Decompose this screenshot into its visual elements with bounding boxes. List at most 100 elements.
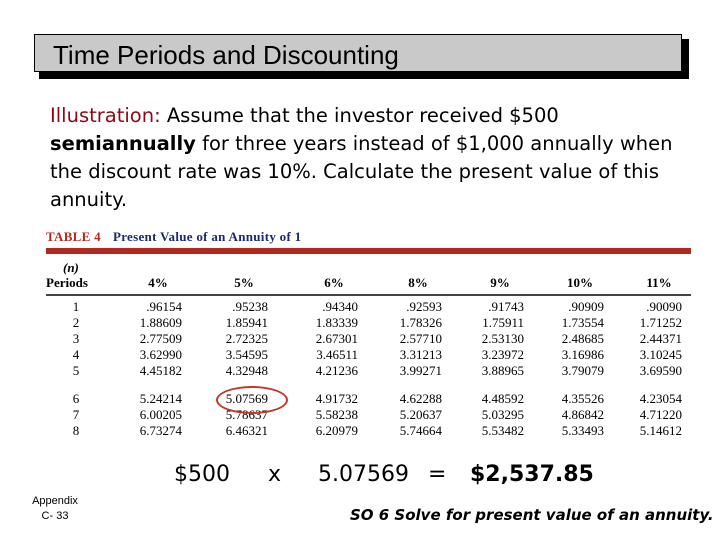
table-label: TABLE 4 bbox=[46, 229, 101, 244]
calc-amount: $500 bbox=[174, 462, 230, 487]
value-cell: 5.58238 bbox=[315, 407, 358, 422]
value-cell: 4.35526 bbox=[561, 391, 604, 406]
n-label: (n) bbox=[63, 260, 79, 275]
value-cell: 3.10245 bbox=[639, 347, 682, 362]
table-row: 7 6.00205 5.78637 5.58238 5.20637 5.0329… bbox=[46, 407, 691, 423]
table-row: 1 .96154 .95238 .94340 .92593 .91743 .90… bbox=[46, 299, 691, 315]
period-cell: 7 bbox=[72, 407, 80, 422]
value-cell: 3.79079 bbox=[561, 363, 604, 378]
page-number: C- 33 bbox=[41, 510, 69, 522]
header-row: Periods 4% 5% 6% 8% 9% 10% 11% bbox=[46, 275, 691, 293]
value-cell: 5.14612 bbox=[639, 423, 682, 438]
value-cell: 2.53130 bbox=[481, 331, 524, 346]
value-cell: 3.54595 bbox=[225, 347, 268, 362]
value-cell: 3.46511 bbox=[316, 347, 358, 362]
period-cell: 6 bbox=[72, 391, 80, 406]
period-cell: 8 bbox=[72, 423, 80, 438]
value-cell: 1.73554 bbox=[561, 315, 604, 330]
value-cell: 2.77509 bbox=[139, 331, 182, 346]
value-cell: 1.85941 bbox=[225, 315, 268, 330]
value-cell: 3.88965 bbox=[481, 363, 524, 378]
value-cell: 3.31213 bbox=[399, 347, 442, 362]
value-cell: 3.23972 bbox=[481, 347, 524, 362]
calc-factor: 5.07569 bbox=[318, 462, 409, 487]
study-objective: SO 6 Solve for present value of an annui… bbox=[350, 506, 714, 524]
value-cell: 4.48592 bbox=[481, 391, 524, 406]
period-cell: 3 bbox=[72, 331, 80, 346]
value-cell: 5.33493 bbox=[561, 423, 604, 438]
header-10pct: 10% bbox=[567, 275, 593, 290]
value-cell: 3.16986 bbox=[561, 347, 604, 362]
highlight-circle bbox=[216, 386, 288, 414]
period-cell: 5 bbox=[72, 363, 80, 378]
table-caption: Present Value of an Annuity of 1 bbox=[112, 229, 302, 244]
header-5pct: 5% bbox=[234, 275, 254, 290]
value-cell: 5.20637 bbox=[399, 407, 442, 422]
value-cell: 4.71220 bbox=[639, 407, 682, 422]
appendix-text: Appendix bbox=[32, 495, 78, 507]
value-cell: 4.21236 bbox=[315, 363, 358, 378]
illustration-text: Illustration: Assume that the investor r… bbox=[50, 102, 700, 214]
value-cell: 1.75911 bbox=[482, 315, 524, 330]
table-row: 4 3.62990 3.54595 3.46511 3.31213 3.2397… bbox=[46, 347, 691, 363]
value-cell: .91743 bbox=[488, 299, 524, 314]
table-row: 2 1.88609 1.85941 1.83339 1.78326 1.7591… bbox=[46, 315, 691, 331]
table-row: 6 5.24214 5.07569 4.91732 4.62288 4.4859… bbox=[46, 391, 691, 407]
value-cell: 6.73274 bbox=[139, 423, 182, 438]
value-cell: .92593 bbox=[406, 299, 442, 314]
table-row: 8 6.73274 6.46321 6.20979 5.74664 5.5348… bbox=[46, 423, 691, 439]
calc-equals: = bbox=[428, 462, 447, 487]
value-cell: 2.72325 bbox=[225, 331, 268, 346]
header-8pct: 8% bbox=[408, 275, 428, 290]
calc-result: $2,537.85 bbox=[470, 462, 594, 487]
calc-operator: x bbox=[268, 462, 282, 487]
appendix-label: Appendix C- 33 bbox=[28, 494, 82, 524]
value-cell: 5.03295 bbox=[481, 407, 524, 422]
header-11pct: 11% bbox=[646, 275, 672, 290]
page-title: Time Periods and Discounting bbox=[53, 40, 399, 70]
value-cell: .96154 bbox=[146, 299, 182, 314]
value-cell: 4.45182 bbox=[139, 363, 182, 378]
value-cell: .95238 bbox=[232, 299, 268, 314]
value-cell: 3.62990 bbox=[139, 347, 182, 362]
value-cell: 1.78326 bbox=[399, 315, 442, 330]
value-cell: .90909 bbox=[568, 299, 604, 314]
value-cell: 4.32948 bbox=[225, 363, 268, 378]
value-cell: 6.00205 bbox=[139, 407, 182, 422]
table-rule bbox=[46, 248, 691, 254]
value-cell: 1.83339 bbox=[315, 315, 358, 330]
value-cell: 5.53482 bbox=[481, 423, 524, 438]
value-cell: 4.86842 bbox=[561, 407, 604, 422]
value-cell: 3.69590 bbox=[639, 363, 682, 378]
value-cell: 2.67301 bbox=[315, 331, 358, 346]
table-row: 3 2.77509 2.72325 2.67301 2.57710 2.5313… bbox=[46, 331, 691, 347]
header-rule bbox=[46, 294, 691, 296]
value-cell: 1.71252 bbox=[639, 315, 682, 330]
value-cell: .90090 bbox=[646, 299, 682, 314]
header-4pct: 4% bbox=[148, 275, 168, 290]
value-cell: 4.62288 bbox=[399, 391, 442, 406]
value-cell: .94340 bbox=[322, 299, 358, 314]
illustration-lead: Illustration: bbox=[50, 104, 161, 127]
period-cell: 4 bbox=[72, 347, 80, 362]
annuity-table: TABLE 4 Present Value of an Annuity of 1 … bbox=[46, 226, 691, 446]
header-periods: Periods bbox=[46, 275, 88, 290]
value-cell: 6.20979 bbox=[315, 423, 358, 438]
value-cell: 3.99271 bbox=[399, 363, 442, 378]
value-cell: 4.91732 bbox=[315, 391, 358, 406]
value-cell: 5.74664 bbox=[399, 423, 442, 438]
value-cell: 5.24214 bbox=[139, 391, 182, 406]
value-cell: 1.88609 bbox=[139, 315, 182, 330]
value-cell: 2.44371 bbox=[639, 331, 682, 346]
header-6pct: 6% bbox=[324, 275, 344, 290]
value-cell: 2.48685 bbox=[561, 331, 604, 346]
illustration-text-2: for three years instead of $1,000 annual… bbox=[50, 132, 673, 211]
header-9pct: 9% bbox=[490, 275, 510, 290]
value-cell: 6.46321 bbox=[225, 423, 268, 438]
table-row: 5 4.45182 4.32948 4.21236 3.99271 3.8896… bbox=[46, 363, 691, 379]
value-cell: 4.23054 bbox=[639, 391, 682, 406]
illustration-text-1: Assume that the investor received $500 bbox=[160, 104, 559, 127]
period-cell: 1 bbox=[72, 299, 80, 314]
period-cell: 2 bbox=[72, 315, 80, 330]
illustration-bold: semiannually bbox=[50, 132, 196, 155]
